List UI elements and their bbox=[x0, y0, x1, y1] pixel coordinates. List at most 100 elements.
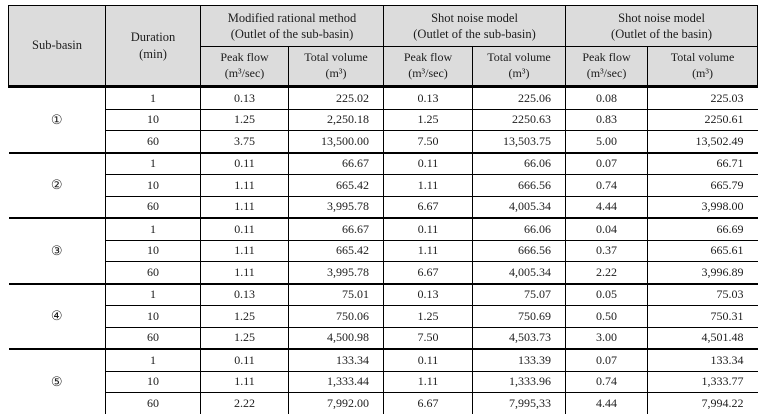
peak-flow-units: (m³/sec) bbox=[224, 66, 265, 80]
col-header-subbasin: Sub-basin bbox=[8, 5, 106, 88]
table-row: ⑤ 1 0.11 133.34 0.11 133.39 0.07 133.34 bbox=[8, 348, 758, 414]
group-header-line1: Shot noise model bbox=[618, 10, 705, 25]
duration-cell: 1 bbox=[105, 86, 201, 110]
total-volume-cell: 666.56 bbox=[472, 239, 567, 262]
group-header-line2: (Outlet of the sub-basin) bbox=[230, 27, 354, 41]
peak-flow-cell: 0.11 bbox=[200, 217, 289, 241]
total-volume-cell: 13,500.00 bbox=[287, 130, 385, 154]
total-volume-cell: 66.71 bbox=[647, 152, 758, 175]
peak-flow-cell: 3.75 bbox=[200, 130, 289, 154]
total-volume-cell: 1,333.77 bbox=[647, 370, 758, 393]
peak-flow-cell: 7.50 bbox=[383, 326, 474, 350]
group-header-line1: Shot noise model bbox=[431, 10, 518, 25]
total-volume-cell: 665.79 bbox=[647, 174, 758, 197]
total-volume-cell: 75.01 bbox=[287, 283, 385, 306]
peak-flow-cell: 1.25 bbox=[200, 305, 289, 328]
total-volume-cell: 75.03 bbox=[647, 283, 758, 306]
duration-cell: 60 bbox=[105, 195, 201, 219]
peak-flow-cell: 1.25 bbox=[200, 326, 289, 350]
peak-flow-cell: 0.08 bbox=[565, 86, 649, 110]
total-volume-cell: 4,005.34 bbox=[472, 195, 567, 219]
col-header-peak-flow-1: Peak flow (m³/sec) bbox=[200, 46, 289, 88]
col-header-peak-flow-3: Peak flow (m³/sec) bbox=[565, 46, 649, 88]
peak-flow-cell: 6.67 bbox=[383, 195, 474, 219]
duration-cell: 10 bbox=[105, 108, 201, 131]
duration-cell: 1 bbox=[105, 283, 201, 306]
peak-flow-cell: 2.22 bbox=[200, 392, 289, 414]
peak-flow-label: Peak flow bbox=[582, 50, 631, 65]
duration-cell: 10 bbox=[105, 239, 201, 262]
peak-flow-cell: 0.11 bbox=[383, 348, 474, 372]
peak-flow-cell: 5.00 bbox=[565, 130, 649, 154]
peak-flow-cell: 1.11 bbox=[200, 174, 289, 197]
col-header-total-volume-3: Total volume (m³) bbox=[647, 46, 759, 88]
peak-flow-cell: 6.67 bbox=[383, 261, 474, 285]
header-row-sub: Peak flow (m³/sec) Total volume (m³) Pea… bbox=[9, 46, 759, 88]
table-header: Sub-basin Duration (min) Modified ration… bbox=[8, 5, 759, 88]
total-volume-cell: 66.67 bbox=[287, 152, 385, 175]
peak-flow-cell: 0.74 bbox=[565, 370, 649, 393]
peak-flow-cell: 0.13 bbox=[383, 86, 474, 110]
subbasin-cell: ① bbox=[8, 86, 106, 154]
peak-flow-cell: 0.11 bbox=[200, 152, 289, 175]
col-header-total-volume-1: Total volume (m³) bbox=[287, 46, 385, 88]
total-volume-cell: 665.61 bbox=[647, 239, 758, 262]
peak-flow-cell: 0.74 bbox=[565, 174, 649, 197]
subbasin-cell: ⑤ bbox=[8, 348, 106, 414]
peak-flow-units: (m³/sec) bbox=[408, 66, 448, 80]
peak-flow-cell: 3.00 bbox=[565, 326, 649, 350]
peak-flow-cell: 0.13 bbox=[383, 283, 474, 306]
duration-cell: 60 bbox=[105, 261, 201, 285]
table-row: 10 1.25 750.06 1.25 750.69 0.50 750.31 bbox=[9, 305, 758, 328]
col-header-duration-line1: Duration bbox=[130, 30, 176, 45]
total-volume-cell: 7,995,33 bbox=[472, 392, 567, 414]
table-row: ① 1 0.13 225.02 0.13 225.06 0.08 225.03 bbox=[8, 86, 758, 154]
duration-cell: 60 bbox=[105, 326, 201, 350]
total-volume-units: (m³) bbox=[508, 66, 530, 80]
col-header-duration: Duration (min) bbox=[105, 5, 201, 88]
total-volume-cell: 4,501.48 bbox=[647, 326, 758, 350]
total-volume-cell: 66.69 bbox=[647, 217, 758, 241]
group-header-shot-noise-basin: Shot noise model (Outlet of the basin) bbox=[565, 5, 759, 47]
total-volume-cell: 225.02 bbox=[287, 86, 385, 110]
total-volume-cell: 750.31 bbox=[647, 305, 758, 328]
peak-flow-cell: 0.11 bbox=[383, 217, 474, 241]
total-volume-cell: 133.34 bbox=[647, 348, 758, 372]
group-header-line1: Modified rational method bbox=[227, 10, 357, 25]
total-volume-cell: 3,995.78 bbox=[287, 195, 385, 219]
table-row: ④ 1 0.13 75.01 0.13 75.07 0.05 75.03 bbox=[8, 283, 758, 350]
duration-cell: 1 bbox=[105, 348, 201, 372]
header-row-groups: Sub-basin Duration (min) Modified ration… bbox=[8, 5, 759, 88]
duration-cell: 10 bbox=[105, 174, 201, 197]
total-volume-cell: 75.07 bbox=[472, 283, 567, 306]
peak-flow-cell: 1.25 bbox=[383, 108, 474, 131]
total-volume-cell: 1,333.44 bbox=[287, 370, 385, 393]
peak-flow-cell: 0.83 bbox=[565, 108, 649, 131]
subbasin-cell: ③ bbox=[8, 217, 106, 285]
total-volume-cell: 7,994.22 bbox=[647, 392, 758, 414]
peak-flow-cell: 1.11 bbox=[383, 174, 474, 197]
total-volume-cell: 66.67 bbox=[287, 217, 385, 241]
total-volume-cell: 1,333.96 bbox=[472, 370, 567, 393]
peak-flow-cell: 0.37 bbox=[565, 239, 649, 262]
duration-cell: 1 bbox=[105, 217, 201, 241]
total-volume-cell: 133.39 bbox=[472, 348, 567, 372]
duration-cell: 10 bbox=[105, 305, 201, 328]
table-body: ① 1 0.13 225.02 0.13 225.06 0.08 225.03 10 1.25 2,… bbox=[8, 86, 758, 414]
peak-flow-cell: 0.07 bbox=[565, 152, 649, 175]
total-volume-units: (m³) bbox=[692, 66, 713, 80]
peak-flow-cell: 2.22 bbox=[565, 261, 649, 285]
total-volume-cell: 4,500.98 bbox=[287, 326, 385, 350]
peak-flow-cell: 0.50 bbox=[565, 305, 649, 328]
peak-flow-cell: 0.13 bbox=[200, 283, 289, 306]
table-row: 60 3.75 13,500.00 7.50 13,503.75 5.00 13,502.4… bbox=[9, 130, 758, 154]
table-row: 10 1.25 2,250.18 1.25 2250.63 0.83 2250.61 bbox=[9, 108, 758, 131]
total-volume-cell: 666.56 bbox=[472, 174, 567, 197]
peak-flow-cell: 1.25 bbox=[383, 305, 474, 328]
peak-flow-cell: 1.11 bbox=[200, 261, 289, 285]
total-volume-units: (m³) bbox=[325, 66, 347, 80]
total-volume-cell: 225.03 bbox=[647, 86, 758, 110]
peak-flow-cell: 7.50 bbox=[383, 130, 474, 154]
group-header-modified-rational: Modified rational method (Outlet of the … bbox=[199, 5, 385, 47]
